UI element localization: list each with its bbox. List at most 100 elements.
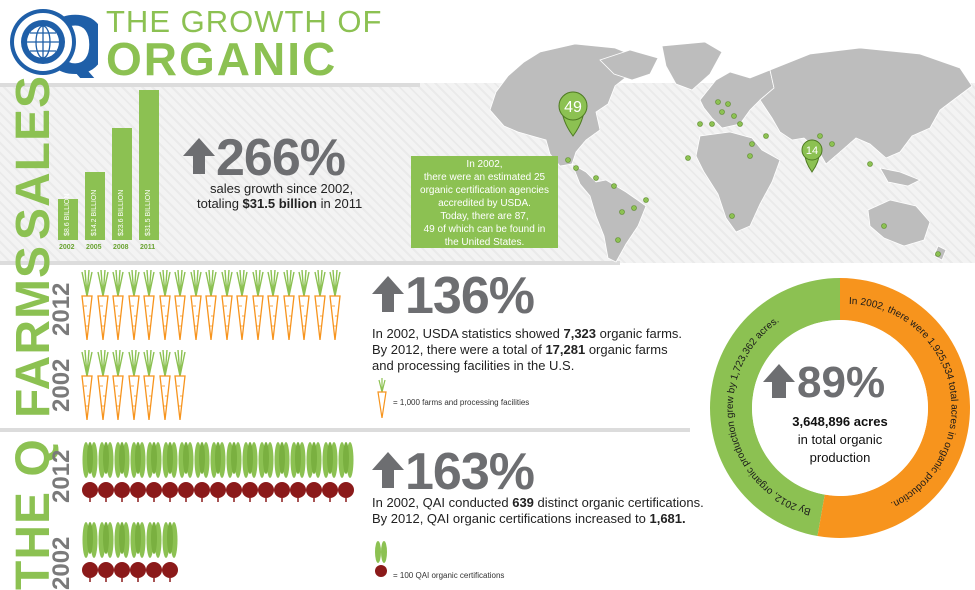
map-pin-us-label: 49 xyxy=(564,99,582,116)
carrot-row-2012 xyxy=(80,269,350,345)
carrot-icon xyxy=(80,269,94,345)
sales-bar-year: 2008 xyxy=(113,244,129,251)
callout-line: organic certification agencies xyxy=(420,185,549,196)
map-pin-india: 14 xyxy=(801,139,823,173)
callout-line: the United States. xyxy=(444,237,525,248)
theq-percent: 163% xyxy=(405,443,535,501)
beet-icon xyxy=(274,440,290,507)
carrot-icon xyxy=(142,349,156,425)
carrot-icon xyxy=(96,269,110,345)
carrot-icon xyxy=(142,269,156,345)
carrot-icon xyxy=(111,269,125,345)
carrot-icon xyxy=(158,349,172,425)
sales-bar-label: $31.5 BILLION xyxy=(145,189,152,236)
farms-desc-line1: In 2002, USDA statistics showed 7,323 or… xyxy=(372,326,683,341)
beet-icon xyxy=(98,520,114,587)
carrot-icon xyxy=(220,269,234,345)
sales-bar-label: $14.2 BILLION xyxy=(91,189,98,236)
carrot-icon xyxy=(377,378,387,418)
map-pin-india-label: 14 xyxy=(806,145,818,157)
theq-legend: = 100 QAI organic certifications xyxy=(393,571,505,580)
divider xyxy=(0,261,620,265)
divider xyxy=(0,428,690,432)
sales-bar xyxy=(85,172,105,240)
beet-icon xyxy=(375,541,387,577)
beet-icon xyxy=(98,440,114,507)
beet-icon xyxy=(114,440,130,507)
beet-icon xyxy=(290,440,306,507)
carrot-icon xyxy=(297,269,311,345)
beet-icon xyxy=(162,440,178,507)
acreage-donut-chart: By 2012, organic production grew by 1,72… xyxy=(709,278,970,538)
beet-icon xyxy=(306,440,322,507)
section-label-sales: SALES xyxy=(7,74,60,240)
beet-icon xyxy=(130,520,146,587)
farms-year-2012: 2012 xyxy=(48,282,75,336)
beet-icon xyxy=(162,520,178,587)
sales-bar xyxy=(58,199,78,240)
qai-logo: Q xyxy=(6,2,108,92)
carrot-icon xyxy=(235,269,249,345)
carrot-icon xyxy=(173,349,187,425)
sales-bar-label: $23.6 BILLION xyxy=(118,189,125,236)
donut-center-line3: production xyxy=(810,450,871,465)
up-arrow-icon xyxy=(183,138,215,174)
beet-icon xyxy=(178,440,194,507)
up-arrow-icon xyxy=(372,452,404,488)
callout-line: Today, there are 87, xyxy=(440,211,529,222)
donut-segment-2002 xyxy=(817,278,970,538)
callout-line: In 2002, xyxy=(466,159,503,170)
sales-bar-chart: $8.6 BILLION 2002 $14.2 BILLION 2005 $23.6 B… xyxy=(56,88,166,258)
certification-callout: In 2002, there were an estimated 25 organi… xyxy=(411,156,558,248)
sales-bar xyxy=(139,90,159,240)
up-arrow-icon xyxy=(372,276,404,312)
farms-percent: 136% xyxy=(405,267,535,325)
theq-year-2012: 2012 xyxy=(48,449,75,503)
carrot-icon xyxy=(204,269,218,345)
sales-desc-line1: sales growth since 2002, xyxy=(210,181,354,196)
callout-line: there were an estimated 25 xyxy=(423,172,546,183)
carrot-icon xyxy=(251,269,265,345)
beet-row-2002 xyxy=(82,520,362,586)
beet-icon xyxy=(114,520,130,587)
theq-desc-line1: In 2002, QAI conducted 639 distinct orga… xyxy=(372,495,704,510)
sales-bar-year: 2005 xyxy=(86,244,102,251)
callout-line: accredited by USDA. xyxy=(438,198,531,209)
carrot-icon xyxy=(80,349,94,425)
beet-icon xyxy=(226,440,242,507)
divider xyxy=(0,83,420,87)
donut-total-acres: 3,648,896 acres xyxy=(792,414,887,429)
sales-bar-year: 2011 xyxy=(140,244,156,251)
farms-desc-line3: and processing facilities in the U.S. xyxy=(372,358,575,373)
carrot-icon xyxy=(328,269,342,345)
beet-icon xyxy=(258,440,274,507)
world-map: 49 14 xyxy=(489,41,973,263)
carrot-icon xyxy=(158,269,172,345)
farms-year-2002: 2002 xyxy=(48,358,75,412)
callout-line: 49 of which can be found in xyxy=(423,224,546,235)
beet-icon xyxy=(242,440,258,507)
theq-desc-line2: By 2012, QAI organic certifications incr… xyxy=(372,511,686,526)
header-title-line2: ORGANIC xyxy=(106,33,338,85)
beet-icon xyxy=(210,440,226,507)
sales-bar xyxy=(112,127,132,240)
farms-legend: = 1,000 farms and processing facilities xyxy=(393,398,530,407)
sales-desc-line2: totaling $31.5 billion in 2011 xyxy=(197,196,363,211)
carrot-icon xyxy=(266,269,280,345)
donut-center-line2: in total organic xyxy=(798,432,883,447)
donut-percent: 89% xyxy=(797,358,885,407)
beet-row-2012 xyxy=(82,440,362,506)
sales-bar-year: 2002 xyxy=(59,244,75,251)
carrot-icon xyxy=(313,269,327,345)
donut-segment-growth xyxy=(709,278,840,537)
beet-icon xyxy=(146,440,162,507)
beet-icon xyxy=(130,440,146,507)
carrot-icon xyxy=(111,349,125,425)
farms-desc-line2: By 2012, there were a total of 17,281 or… xyxy=(372,342,668,357)
carrot-icon xyxy=(173,269,187,345)
beet-icon xyxy=(322,440,338,507)
beet-icon xyxy=(82,520,98,587)
sales-percent: 266% xyxy=(216,129,346,187)
beet-icon xyxy=(338,440,354,507)
theq-year-2002: 2002 xyxy=(48,536,75,590)
